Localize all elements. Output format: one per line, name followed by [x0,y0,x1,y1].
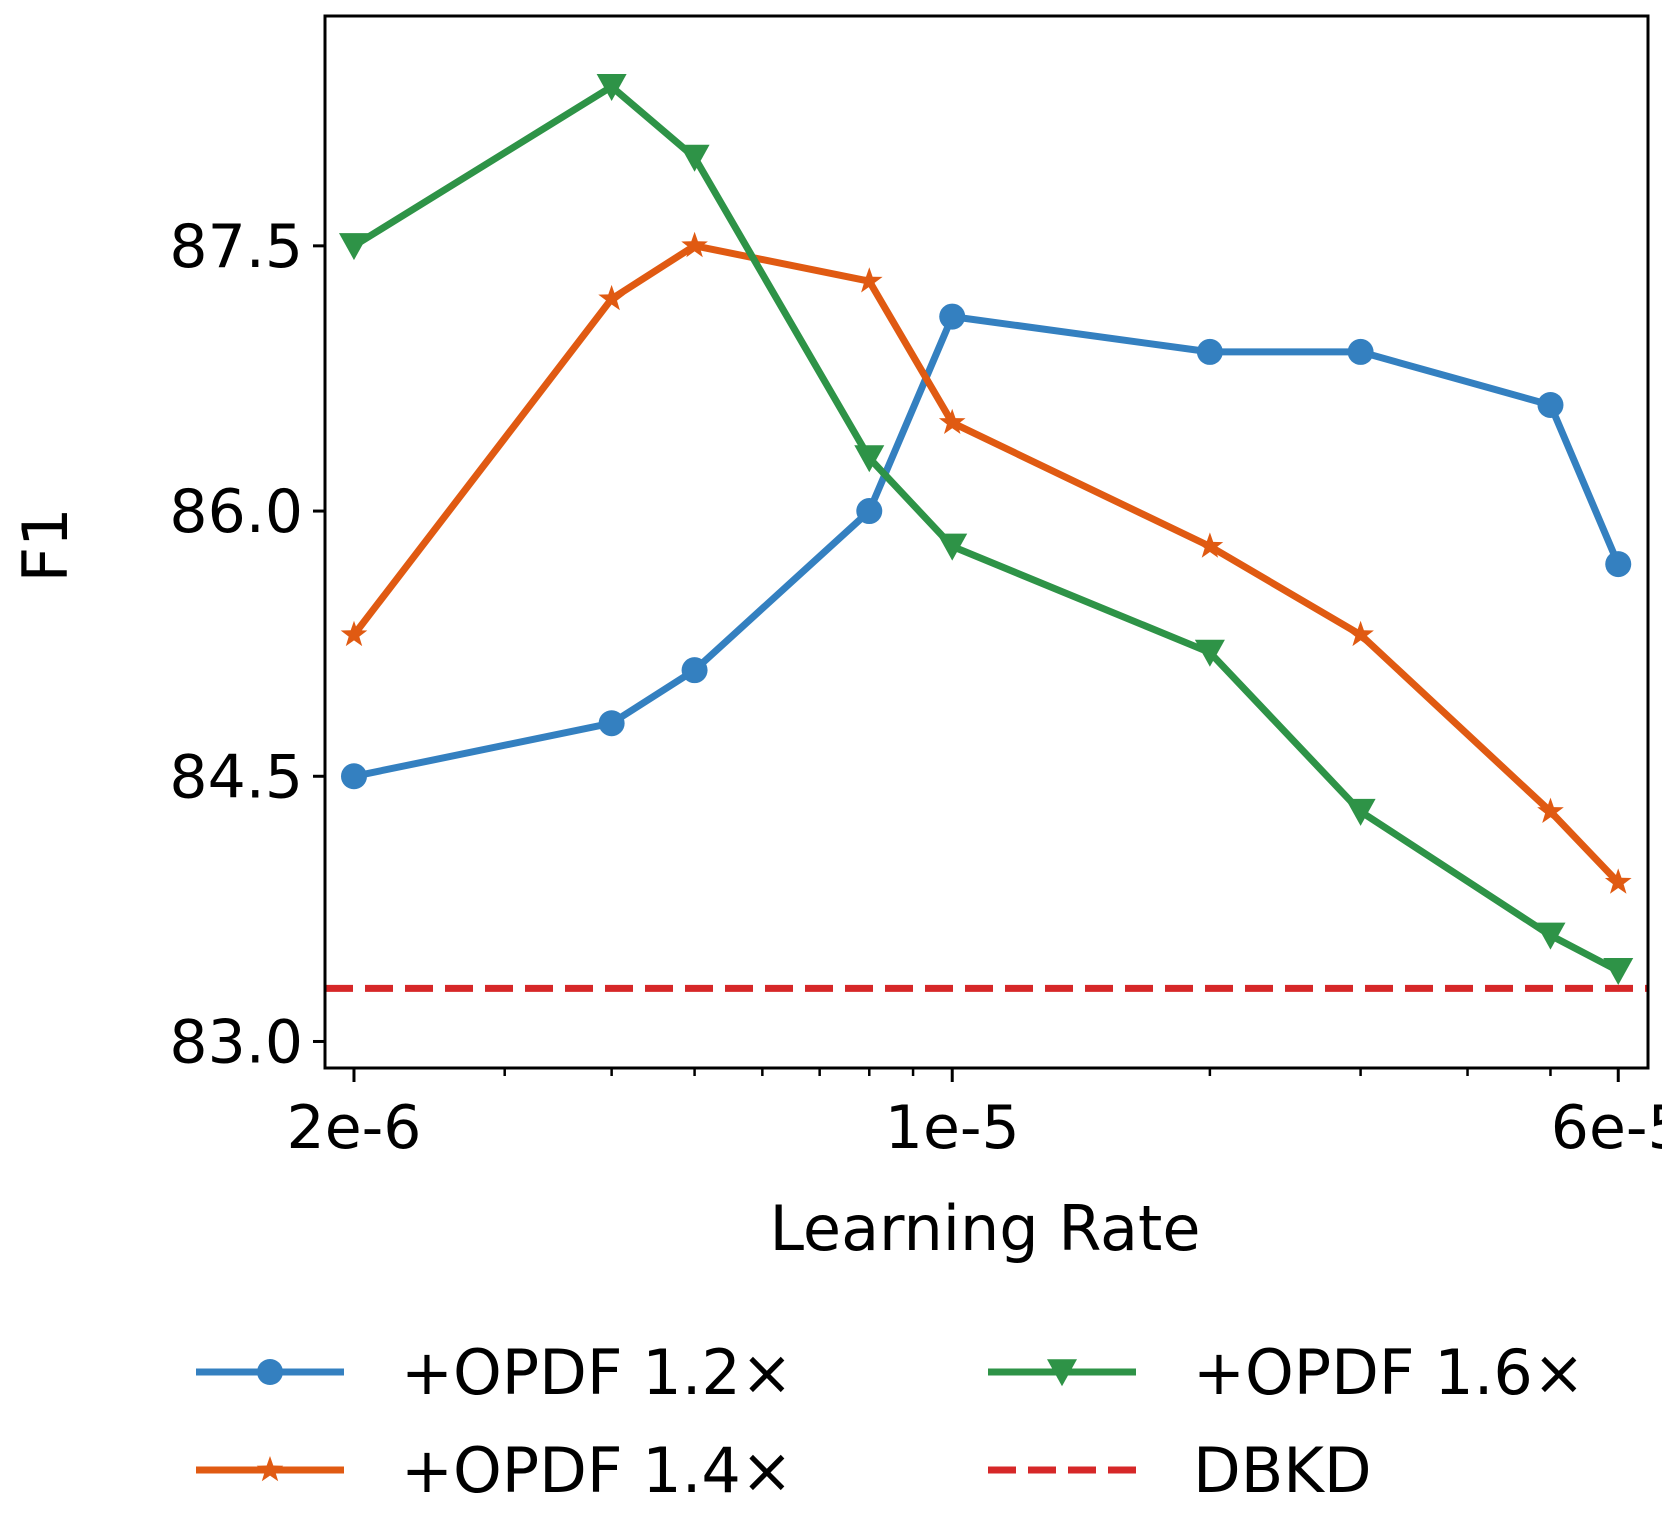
data-point-s1-3 [681,657,708,684]
axes-layer: 83.0 84.5 86.0 87.5 2e-6 1e-5 6e-5 [169,14,1662,1163]
legend-label: +OPDF 1.4× [401,1434,793,1507]
series-1 [340,303,1632,790]
data-point-s2-8 [1537,797,1564,823]
series-line-3 [350,83,1622,975]
data-point-s1-2 [598,710,625,737]
legend: +OPDF 1.2× +OPDF 1.6× +OPDF 1.4× DBKD [196,1336,1585,1507]
data-point-s1-4 [856,498,883,525]
data-point-s1-9 [1605,551,1632,578]
data-point-s3-9 [1603,958,1634,986]
series-3 [338,73,1634,986]
data-point-s1-6 [1196,338,1223,365]
y-tick-label: 86.0 [169,477,303,547]
x-tick-label: 2e-6 [287,1093,422,1163]
x-tick-label: 1e-5 [885,1093,1020,1163]
data-point-s3-1 [338,233,369,261]
data-point-s3-4 [854,445,885,473]
data-point-s2-5 [938,408,966,434]
legend-entry-1: +OPDF 1.2× [196,1336,793,1409]
data-point-s3-8 [1535,922,1566,950]
x-axis-title: Learning Rate [769,1192,1200,1265]
data-point-s3-5 [937,533,968,561]
data-point-s2-2 [598,284,625,311]
legend-entry-3: +OPDF 1.4× [196,1434,793,1507]
data-point-s3-6 [1194,639,1225,667]
x-tick-label: 6e-5 [1551,1093,1662,1163]
legend-label: +OPDF 1.2× [401,1336,793,1409]
data-point-s1-8 [1537,391,1564,418]
data-point-s1-7 [1347,338,1374,365]
y-tick-label: 84.5 [169,742,303,812]
legend-marker [1047,1359,1077,1387]
data-point-s2-9 [1604,868,1632,894]
data-point-s1-5 [939,303,966,330]
legend-entry-2: +OPDF 1.6× [988,1336,1585,1409]
plot-layer [325,73,1648,992]
data-point-s2-1 [340,620,368,647]
y-axis-title: F1 [9,507,82,582]
series-2 [340,231,1632,894]
y-tick-label: 83.0 [169,1007,303,1077]
legend-entry-4: DBKD [988,1434,1372,1507]
data-point-s1-1 [340,763,367,790]
data-point-s3-3 [679,144,710,172]
legend-label: DBKD [1193,1434,1372,1507]
legend-marker [256,1456,284,1482]
y-tick-label: 87.5 [169,212,303,282]
data-point-s2-7 [1347,620,1374,647]
data-point-s2-6 [1196,532,1224,558]
legend-label: +OPDF 1.6× [1193,1336,1585,1409]
data-point-s3-7 [1345,798,1376,826]
data-point-s3-2 [596,73,627,101]
data-point-s2-3 [681,231,708,258]
data-point-s2-4 [856,267,883,293]
legend-marker [257,1359,283,1385]
plot-frame [323,14,1650,1070]
